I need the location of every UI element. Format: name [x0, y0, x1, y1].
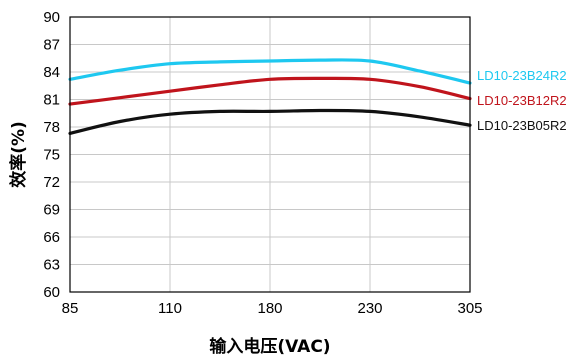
x-tick-label: 180	[257, 300, 282, 317]
series-line	[68, 108, 472, 135]
legend-label: LD10-23B24R2	[477, 68, 567, 83]
y-tick-label: 84	[43, 64, 60, 81]
series-lines	[68, 58, 472, 135]
y-tick-label: 69	[43, 202, 60, 219]
y-tick-label: 87	[43, 37, 60, 54]
y-tick-labels: 60 63 66 69 72 75 78 81 84 87 90	[43, 9, 60, 301]
y-tick-label: 78	[43, 119, 60, 136]
y-tick-label: 72	[43, 174, 60, 191]
y-tick-label: 75	[43, 147, 60, 164]
y-tick-label: 90	[43, 9, 60, 26]
y-tick-label: 81	[43, 92, 60, 109]
series-line	[68, 76, 472, 106]
grid	[69, 16, 471, 293]
legend-label: LD10-23B05R2	[477, 118, 567, 133]
y-tick-label: 66	[43, 229, 60, 246]
legend-label: LD10-23B12R2	[477, 93, 567, 108]
y-tick-label: 63	[43, 257, 60, 274]
series-line	[68, 58, 472, 85]
x-tick-label: 230	[357, 300, 382, 317]
legend: LD10-23B24R2 LD10-23B12R2 LD10-23B05R2	[477, 68, 567, 133]
y-tick-label: 60	[43, 284, 60, 301]
y-axis-label: 效率(%)	[8, 121, 29, 188]
x-tick-label: 85	[62, 300, 79, 317]
x-axis-label: 输入电压(VAC)	[209, 336, 330, 357]
x-tick-label: 110	[158, 300, 182, 317]
x-tick-labels: 85 110 180 230 305	[62, 300, 483, 317]
x-tick-label: 305	[457, 300, 482, 317]
plot-frame	[69, 16, 471, 293]
